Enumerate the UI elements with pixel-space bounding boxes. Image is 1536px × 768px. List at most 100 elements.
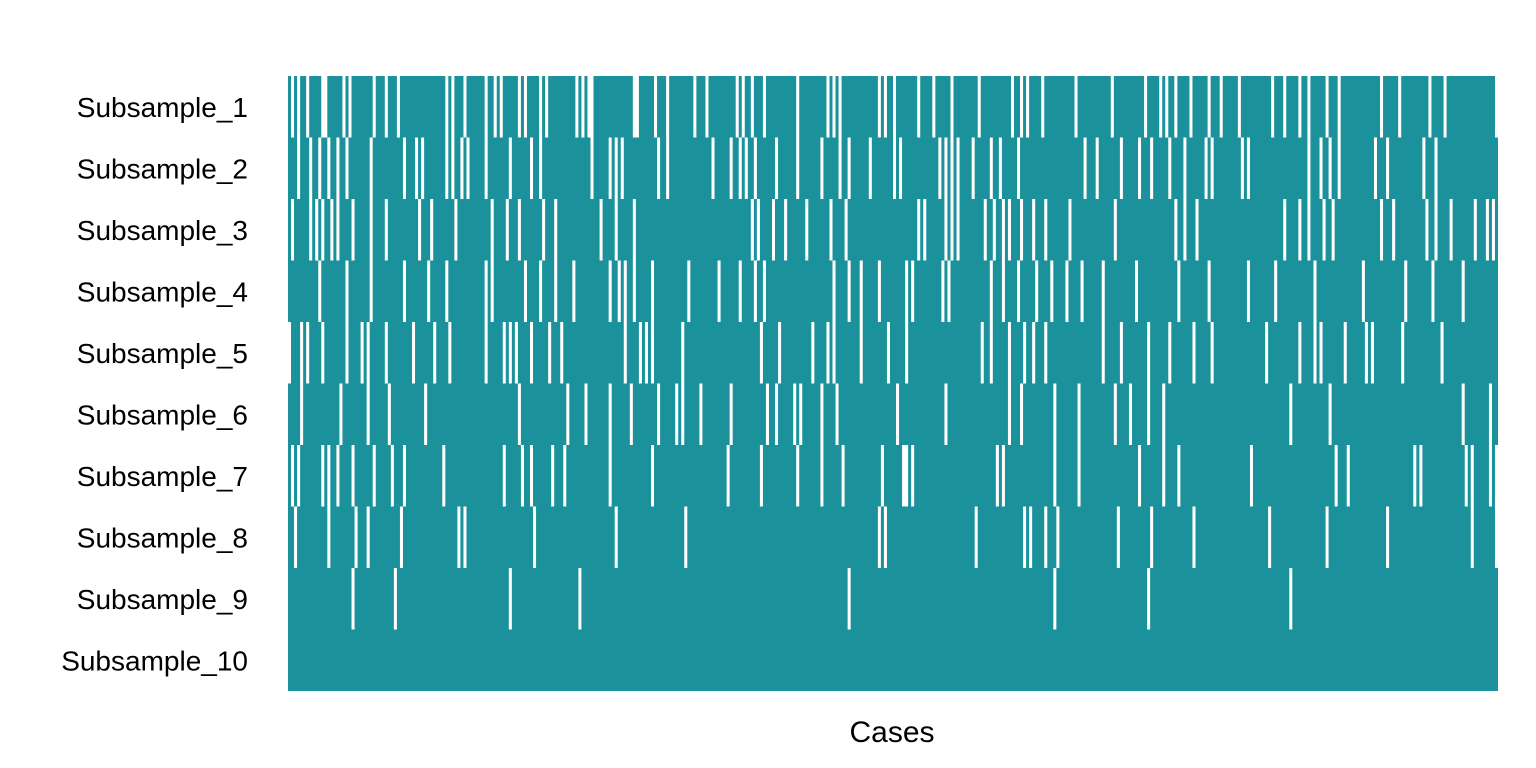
heatmap-cell	[581, 568, 848, 630]
heatmap-cell	[914, 260, 942, 322]
heatmap-cell	[487, 322, 503, 384]
heatmap-cell	[1274, 76, 1284, 138]
heatmap-cell	[511, 568, 579, 630]
heatmap-cell	[551, 322, 561, 384]
heatmap-cell	[1437, 137, 1498, 199]
heatmap-cell	[1010, 199, 1021, 261]
heatmap-cell	[896, 137, 900, 199]
heatmap-cell	[799, 137, 821, 199]
heatmap-cell	[1080, 383, 1114, 445]
heatmap-cell	[405, 260, 428, 322]
heatmap-cell	[1026, 506, 1030, 568]
heatmap-cell	[348, 137, 370, 199]
heatmap-cell	[526, 76, 540, 138]
heatmap-cell	[678, 383, 682, 445]
heatmap-cell	[802, 383, 821, 445]
heatmap-cell	[390, 383, 425, 445]
heatmap-cell	[841, 137, 848, 199]
heatmap-cell	[288, 568, 352, 630]
heatmap-cell	[1428, 199, 1435, 261]
heatmap-cell	[454, 137, 461, 199]
heatmap-cell	[654, 322, 682, 384]
heatmap-cell	[1195, 322, 1211, 384]
heatmap-cell	[1080, 445, 1139, 507]
heatmap-cell	[339, 199, 352, 261]
heatmap-cell	[288, 629, 1498, 691]
heatmap-cell	[330, 506, 355, 568]
heatmap-cell	[732, 137, 739, 199]
heatmap-cell	[941, 137, 945, 199]
heatmap-cell	[1346, 322, 1365, 384]
heatmap-cell	[778, 137, 797, 199]
heatmap-cell	[520, 199, 543, 261]
heatmap-cell	[626, 322, 639, 384]
row-label: Subsample_10	[61, 645, 248, 676]
heatmap-cell	[744, 76, 751, 138]
heatmap-cell	[324, 322, 346, 384]
heatmap-cell	[1213, 322, 1266, 384]
heatmap-cell	[1337, 445, 1347, 507]
heatmap-cell	[1395, 199, 1426, 261]
heatmap-cell	[1165, 445, 1178, 507]
heatmap-cell	[708, 76, 736, 138]
heatmap-cell	[947, 383, 1008, 445]
row-label: Subsample_9	[77, 584, 248, 615]
heatmap-cell	[702, 383, 730, 445]
heatmap-cell	[1207, 137, 1211, 199]
heatmap-cell	[1373, 322, 1402, 384]
heatmap-cell	[1004, 199, 1008, 261]
heatmap-cell	[1180, 260, 1208, 322]
heatmap-cell	[421, 199, 431, 261]
heatmap-cell	[557, 199, 600, 261]
heatmap-cell	[1268, 322, 1299, 384]
heatmap-cell	[899, 383, 945, 445]
row-labels: Subsample_1 Subsample_2 Subsample_3 Subsamp…	[61, 92, 248, 677]
heatmap-cell	[508, 199, 518, 261]
heatmap-cell	[908, 322, 981, 384]
heatmap-cell	[654, 445, 727, 507]
heatmap-cell	[926, 199, 945, 261]
heatmap-cell	[294, 445, 298, 507]
heatmap-cell	[493, 199, 506, 261]
heatmap-cell	[1171, 322, 1193, 384]
heatmap-cell	[747, 137, 754, 199]
heatmap-cell	[424, 137, 446, 199]
heatmap-cell	[947, 199, 951, 261]
heatmap-cell	[312, 137, 319, 199]
heatmap-cell	[1056, 383, 1078, 445]
heatmap-cell	[1131, 383, 1148, 445]
heatmap-cell	[354, 445, 373, 507]
heatmap-cell	[660, 137, 667, 199]
heatmap-cell	[387, 322, 413, 384]
heatmap-cell	[454, 76, 464, 138]
heatmap-cell	[986, 199, 993, 261]
heatmap-cell	[1023, 76, 1027, 138]
heatmap-cell	[1020, 137, 1084, 199]
heatmap-cell	[762, 322, 779, 384]
heatmap-cell	[369, 322, 385, 384]
heatmap-cell	[1452, 199, 1474, 261]
heatmap-cell	[871, 137, 893, 199]
heatmap-cell	[1407, 260, 1432, 322]
heatmap-cell	[593, 137, 609, 199]
heatmap-cell	[880, 506, 884, 568]
heatmap-cell	[1277, 260, 1314, 322]
heatmap-cell	[1047, 199, 1069, 261]
heatmap-cell	[759, 199, 772, 261]
heatmap-cell	[294, 199, 310, 261]
heatmap-cell	[1098, 137, 1120, 199]
heatmap-cell	[1249, 260, 1275, 322]
heatmap-cell	[1004, 260, 1018, 322]
heatmap-cell	[375, 76, 385, 138]
heatmap-cell	[889, 322, 906, 384]
heatmap-cell	[297, 506, 328, 568]
heatmap-cell	[1038, 260, 1051, 322]
heatmap-cell	[823, 137, 839, 199]
heatmap-cell	[1198, 199, 1284, 261]
heatmap-cell	[611, 260, 618, 322]
heatmap-cell	[1364, 260, 1405, 322]
heatmap-cell	[339, 137, 346, 199]
heatmap-cell	[575, 260, 609, 322]
heatmap-cell	[584, 76, 588, 138]
heatmap-cell	[451, 322, 485, 384]
